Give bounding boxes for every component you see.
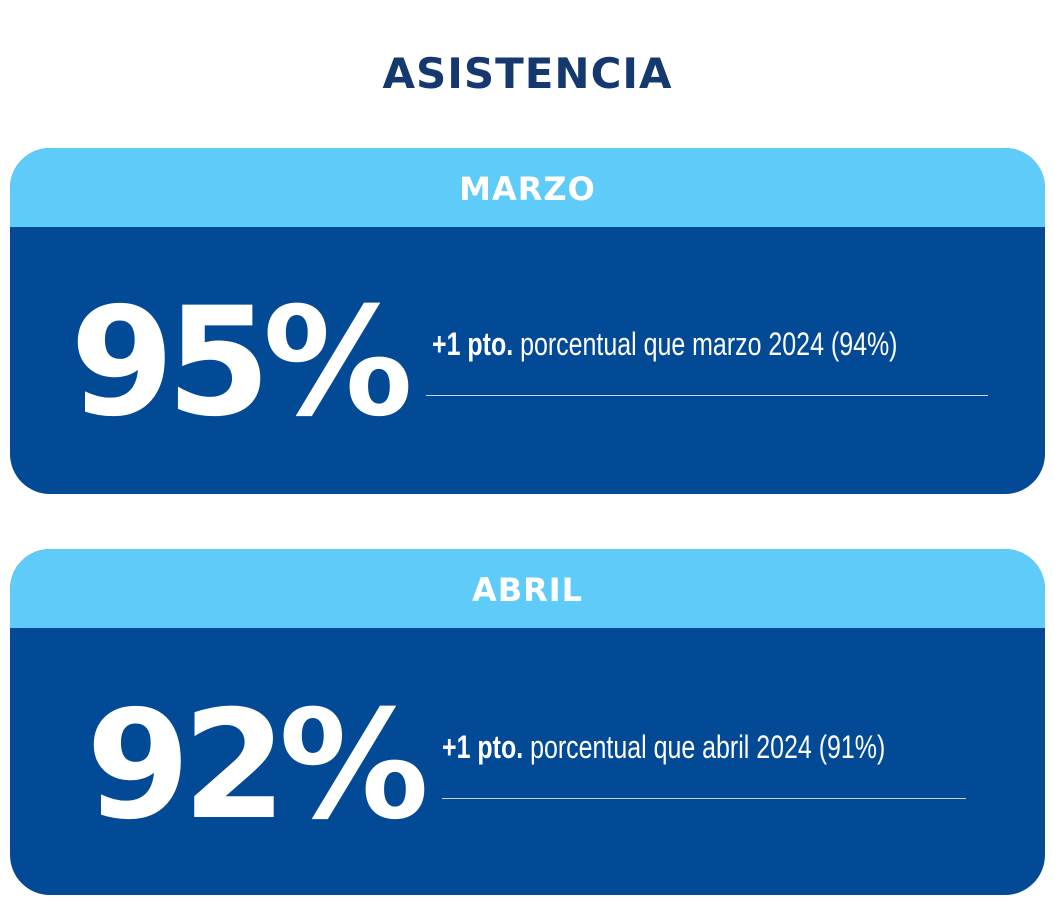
attendance-percentage: 95% bbox=[70, 276, 413, 450]
card-header-month: MARZO bbox=[10, 148, 1045, 227]
delta-points: +1 pto. bbox=[442, 729, 524, 765]
card-header-month: ABRIL bbox=[10, 549, 1045, 628]
attendance-card-abril: ABRIL 92% +1 pto. porcentual que abril 2… bbox=[10, 549, 1045, 895]
comparison-text: +1 pto. porcentual que abril 2024 (91%) bbox=[442, 727, 885, 767]
page-title: ASISTENCIA bbox=[382, 49, 673, 98]
comparison-text: +1 pto. porcentual que marzo 2024 (94%) bbox=[432, 324, 897, 364]
delta-points: +1 pto. bbox=[432, 326, 514, 362]
comparison-detail: porcentual que marzo 2024 (94%) bbox=[520, 326, 898, 362]
divider-line bbox=[442, 798, 966, 799]
attendance-card-marzo: MARZO 95% +1 pto. porcentual que marzo 2… bbox=[10, 148, 1045, 494]
comparison-detail: porcentual que abril 2024 (91%) bbox=[530, 729, 886, 765]
attendance-percentage: 92% bbox=[86, 679, 429, 853]
divider-line bbox=[426, 395, 988, 396]
